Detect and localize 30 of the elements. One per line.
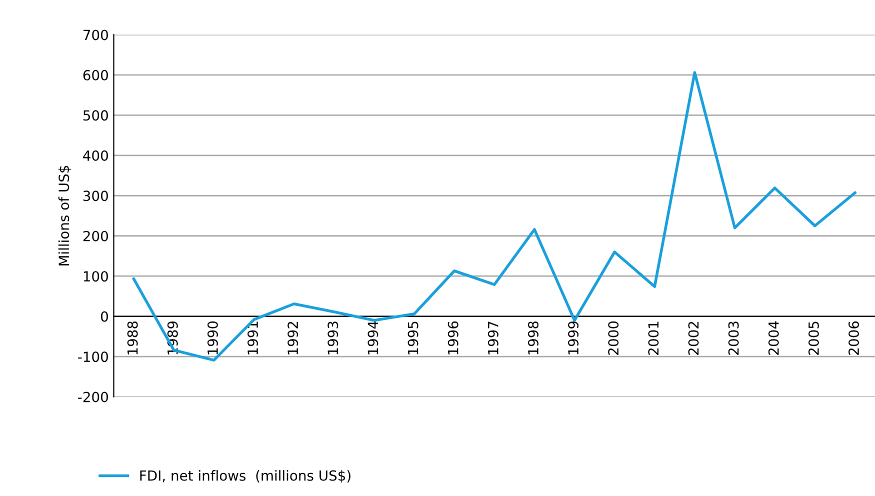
y-tick-label: 200 bbox=[83, 230, 108, 242]
x-tick-label: 2006 bbox=[848, 321, 859, 355]
x-tick-label: 1994 bbox=[368, 321, 378, 354]
x-tick-label: 2005 bbox=[808, 322, 819, 355]
x-tick-label: 1995 bbox=[408, 322, 418, 354]
y-tick-label: 500 bbox=[83, 110, 108, 121]
x-tick-label: 2004 bbox=[768, 321, 779, 355]
x-tick-label: 1998 bbox=[528, 321, 538, 354]
y-tick-label: 700 bbox=[84, 30, 108, 40]
x-tick-label: 1988 bbox=[127, 321, 138, 354]
x-tick-label: 1991 bbox=[248, 322, 258, 354]
y-tick-label: 100 bbox=[84, 271, 108, 282]
x-tick-label: 2000 bbox=[608, 321, 619, 355]
x-tick-label: 1993 bbox=[328, 322, 338, 354]
y-tick-label: -200 bbox=[78, 392, 108, 402]
y-tick-label: -100 bbox=[78, 352, 108, 362]
y-axis-title: Millions of US$ bbox=[58, 166, 71, 266]
x-tick-label: 1999 bbox=[568, 321, 579, 354]
x-tick-label: 2001 bbox=[648, 322, 659, 355]
y-tick-label: 300 bbox=[83, 190, 108, 202]
y-tick-label: 600 bbox=[83, 70, 108, 80]
y-tick-label: 0 bbox=[100, 311, 108, 322]
x-tick-label: 1992 bbox=[288, 322, 298, 354]
x-tick-label: 1997 bbox=[488, 322, 498, 354]
x-tick-label: 1996 bbox=[448, 321, 458, 354]
x-tick-label: 2002 bbox=[688, 322, 699, 355]
x-tick-label: 1990 bbox=[207, 321, 218, 354]
x-tick-label: 2003 bbox=[728, 322, 739, 355]
legend-label: FDI, net inflows (millions US$) bbox=[140, 470, 350, 483]
y-tick-label: 400 bbox=[83, 150, 108, 161]
